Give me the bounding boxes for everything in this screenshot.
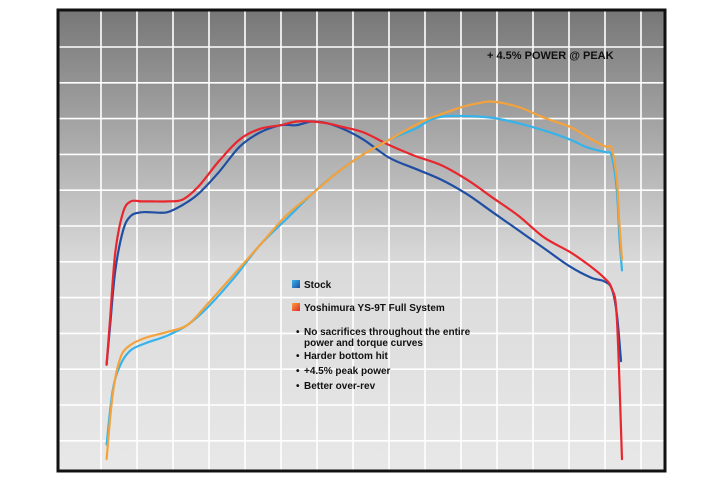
legend-label-yoshimura: Yoshimura YS-9T Full System	[304, 303, 445, 314]
legend-swatch-yoshimura	[292, 303, 300, 311]
plot-background	[58, 10, 665, 471]
chart-frame	[56, 8, 667, 473]
legend-bullet-1: • No sacrifices throughout the entire po…	[296, 327, 473, 349]
legend-bullet-4: • Better over-rev	[296, 381, 376, 392]
legend-bullet-3: • +4.5% peak power	[296, 366, 391, 377]
series-line-stock-power	[105, 114, 624, 446]
series-line-yoshimura-torque	[105, 120, 624, 461]
legend-swatch-stock	[292, 280, 300, 288]
series-layer	[105, 100, 624, 461]
legend-label-stock: Stock	[304, 280, 332, 291]
legend-bullet-2: • Harder bottom hit	[296, 351, 389, 362]
peak-annotation: + 4.5% POWER @ PEAK	[487, 50, 614, 62]
legend: Stock Yoshimura YS-9T Full System • No s…	[292, 280, 473, 392]
series-line-yoshimura-power	[105, 100, 624, 461]
